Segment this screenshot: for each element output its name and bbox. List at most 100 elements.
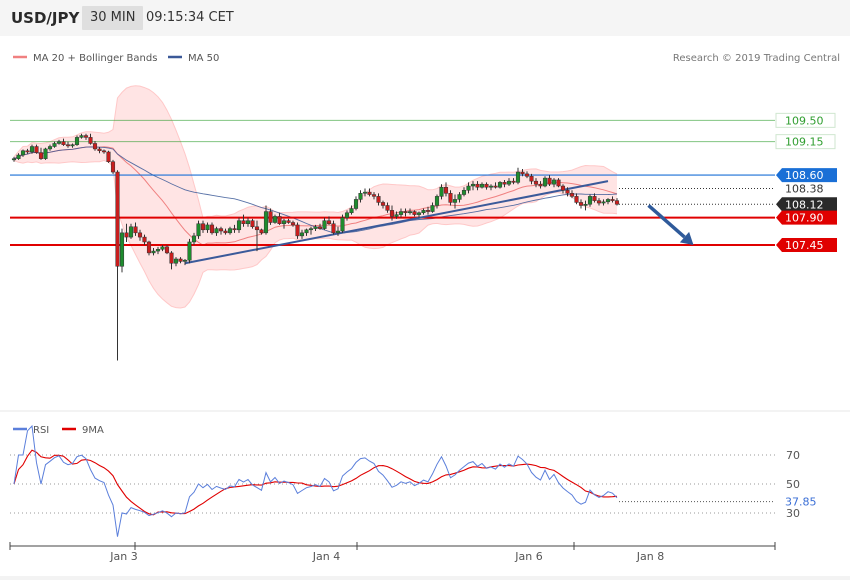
- candle-body: [34, 146, 39, 153]
- candle: [547, 175, 552, 187]
- candle-body: [74, 137, 80, 145]
- candle: [299, 229, 305, 239]
- candle-body: [430, 205, 435, 212]
- candle: [146, 240, 152, 256]
- candle: [565, 187, 570, 197]
- candle-body: [367, 191, 372, 195]
- candle: [475, 181, 480, 191]
- price-chart[interactable]: MA 20 + Bollinger Bands MA 50 Research ©…: [0, 36, 850, 410]
- candle: [241, 214, 246, 227]
- last-price-label: 108.12: [785, 198, 824, 211]
- candle: [191, 232, 197, 245]
- candle: [142, 234, 147, 245]
- candle: [128, 223, 134, 239]
- price-tag: [776, 168, 837, 183]
- candle: [254, 220, 260, 252]
- candle-body: [151, 250, 156, 254]
- candle-body: [124, 232, 129, 238]
- rsi-current-label: 37.85: [785, 496, 817, 509]
- candle-body: [47, 146, 53, 150]
- candle-body: [371, 194, 377, 197]
- candle-body: [340, 217, 345, 232]
- level-label-box: [775, 134, 836, 150]
- candle: [83, 133, 89, 140]
- candle-body: [466, 185, 471, 191]
- candle: [605, 198, 611, 205]
- rsi-chart[interactable]: RSI 9MA 70 50 30 37.85 Jan 3 Jan 4 Jan 6…: [0, 412, 850, 576]
- x-tick-label: Jan 3: [109, 550, 137, 563]
- candle-body: [610, 199, 615, 201]
- candle-body: [281, 220, 287, 224]
- candle: [362, 188, 368, 197]
- candle: [308, 226, 314, 235]
- candle: [133, 222, 138, 236]
- candle-body: [425, 210, 431, 212]
- candle-body: [137, 232, 143, 238]
- pivot-label: 108.60: [785, 169, 824, 182]
- candle: [340, 214, 345, 233]
- candle-body: [173, 258, 179, 264]
- rsi-line: [13, 424, 618, 537]
- candle-body: [344, 212, 350, 218]
- candle-body: [214, 228, 219, 234]
- candle: [358, 190, 363, 203]
- candle-body: [452, 199, 458, 203]
- candle: [322, 217, 327, 230]
- support-trendline: [184, 180, 609, 265]
- candle-body: [227, 228, 233, 234]
- candle: [578, 199, 584, 209]
- candle: [38, 147, 44, 160]
- ma20-legend-label: MA 20 + Bollinger Bands: [33, 53, 157, 64]
- resistance-2-label: 109.50: [785, 114, 824, 127]
- candle: [610, 196, 615, 203]
- candle-body: [20, 150, 26, 156]
- candle: [178, 257, 183, 264]
- candle: [70, 143, 75, 148]
- candle-body: [515, 171, 521, 183]
- candle: [421, 208, 426, 215]
- candle: [376, 193, 381, 206]
- candle-body: [115, 171, 120, 267]
- candle-body: [43, 148, 48, 159]
- candle: [200, 220, 206, 233]
- candle-body: [349, 208, 354, 214]
- candle-body: [29, 146, 35, 153]
- candle: [164, 245, 170, 255]
- candle-body: [187, 241, 192, 261]
- candle: [601, 199, 606, 206]
- candle: [79, 133, 84, 139]
- candle: [574, 193, 579, 205]
- candle-body: [70, 144, 75, 147]
- candle: [205, 222, 210, 233]
- timestamp-label: 09:15:34 CET: [146, 10, 234, 25]
- candle-body: [56, 141, 62, 144]
- candlesticks: [11, 133, 620, 361]
- candle: [389, 205, 395, 221]
- timeframe-button[interactable]: 30 MIN: [82, 6, 144, 30]
- bollinger-upper-line: [13, 85, 618, 219]
- candle: [29, 144, 35, 154]
- candle: [344, 210, 350, 221]
- level-label-box: [775, 112, 836, 128]
- price-chart-panel: MA 20 + Bollinger Bands MA 50 Research ©…: [0, 36, 850, 410]
- candle: [484, 182, 489, 190]
- candle: [524, 171, 530, 179]
- resistance-1-label: 109.15: [785, 136, 824, 149]
- candle: [385, 202, 390, 213]
- candle-body: [52, 143, 57, 147]
- candle: [551, 178, 557, 188]
- candle: [106, 150, 111, 163]
- candle-body: [331, 223, 336, 234]
- ma-value-label: 108.38: [785, 182, 824, 195]
- candle-body: [335, 230, 341, 234]
- candle: [88, 133, 93, 145]
- candle: [259, 228, 264, 235]
- rsi-tick-70: 70: [786, 449, 800, 462]
- candle-body: [506, 180, 512, 185]
- candle-body: [524, 173, 530, 177]
- candle-body: [461, 190, 467, 195]
- candle: [223, 228, 228, 235]
- candle: [326, 216, 332, 225]
- candle-body: [97, 148, 102, 152]
